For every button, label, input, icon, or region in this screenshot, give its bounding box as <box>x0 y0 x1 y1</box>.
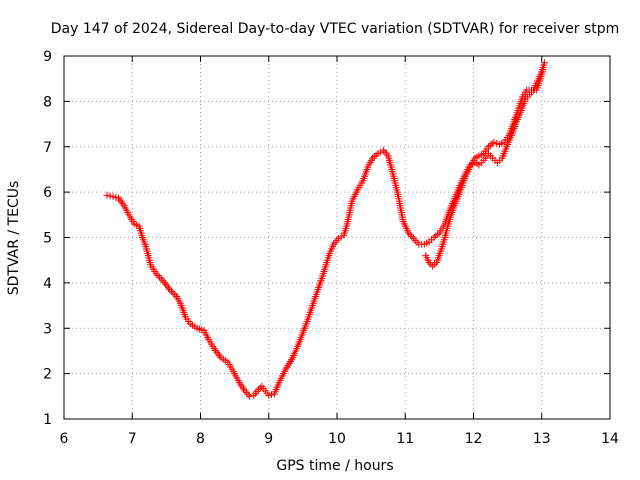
data-point-marker <box>103 191 111 199</box>
data-points <box>103 59 548 400</box>
x-tick-label: 11 <box>396 431 414 447</box>
data-point-marker <box>540 59 548 67</box>
data-point-marker <box>406 231 414 239</box>
data-point-marker <box>166 286 174 294</box>
data-point-marker <box>241 387 249 395</box>
data-point-marker <box>244 390 252 398</box>
data-point-marker <box>432 232 440 240</box>
data-point-marker <box>486 141 494 149</box>
y-tick-label: 3 <box>43 321 52 337</box>
data-point-marker <box>485 143 493 151</box>
data-point-marker <box>210 345 218 353</box>
y-tick-label: 2 <box>43 367 52 383</box>
y-tick-label: 1 <box>43 412 52 428</box>
data-point-marker <box>216 352 224 360</box>
data-point-marker <box>171 291 179 299</box>
data-point-marker <box>152 270 160 278</box>
y-tick-label: 7 <box>43 140 52 156</box>
data-point-marker <box>434 230 442 238</box>
x-tick-label: 8 <box>196 431 205 447</box>
data-point-marker <box>430 234 438 241</box>
data-point-marker <box>539 66 547 74</box>
data-point-marker <box>213 348 221 356</box>
data-point-marker <box>242 389 250 397</box>
data-point-marker <box>408 233 416 241</box>
data-point-marker <box>381 148 389 156</box>
y-tick-label: 5 <box>43 231 52 247</box>
x-tick-label: 13 <box>533 431 551 447</box>
y-tick-label: 6 <box>43 185 52 201</box>
data-point-marker <box>256 384 264 392</box>
data-point-marker <box>214 350 222 358</box>
y-tick-label: 4 <box>43 276 52 292</box>
data-point-marker <box>383 150 391 158</box>
data-point-marker <box>164 284 172 292</box>
chart-title: Day 147 of 2024, Sidereal Day-to-day VTE… <box>51 21 620 37</box>
data-point-marker <box>368 154 376 162</box>
data-point-marker <box>162 280 170 288</box>
data-point-marker <box>154 272 162 280</box>
data-point-marker <box>372 151 380 159</box>
data-point-marker <box>157 275 165 283</box>
data-point-marker <box>169 289 177 297</box>
y-tick-label: 8 <box>43 94 52 110</box>
data-point-marker <box>246 392 254 400</box>
y-tick-label: 9 <box>43 49 52 65</box>
x-tick-label: 12 <box>465 431 483 447</box>
data-point-marker <box>163 282 171 290</box>
y-axis-label: SDTVAR / TECUs <box>6 181 22 296</box>
data-point-marker <box>167 287 175 295</box>
data-point-marker <box>405 229 413 237</box>
data-point-marker <box>255 386 263 394</box>
data-point-marker <box>160 278 168 286</box>
data-point-marker <box>370 153 378 161</box>
data-point-marker <box>212 346 220 354</box>
data-point-marker <box>156 273 164 281</box>
data-point-marker <box>106 192 114 200</box>
data-point-marker <box>159 277 167 285</box>
x-axis-label: GPS time / hours <box>276 458 393 474</box>
x-tick-label: 7 <box>128 431 137 447</box>
x-tick-label: 9 <box>264 431 273 447</box>
data-point-marker <box>379 146 387 154</box>
x-tick-label: 14 <box>601 431 619 447</box>
x-tick-label: 6 <box>60 431 69 447</box>
x-tick-label: 10 <box>328 431 346 447</box>
data-point-marker <box>425 258 433 266</box>
